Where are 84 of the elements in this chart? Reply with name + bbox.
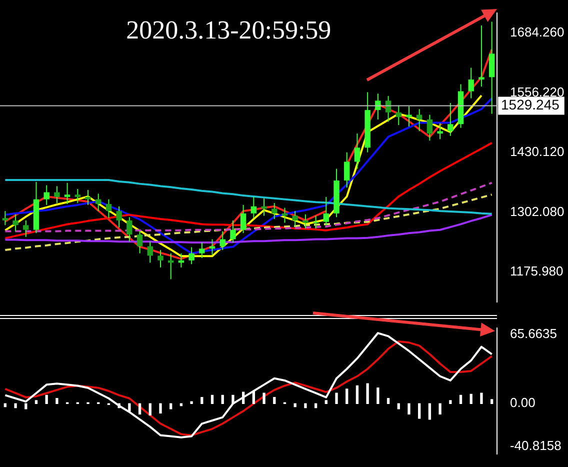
bar xyxy=(490,399,494,404)
bar xyxy=(418,403,421,419)
bar xyxy=(304,403,307,408)
bar xyxy=(14,403,17,408)
bar xyxy=(386,398,390,404)
candlestick xyxy=(199,242,205,259)
candlestick xyxy=(385,95,392,122)
y-tick-label: 1302.080 xyxy=(510,204,564,220)
bar xyxy=(376,388,380,404)
bar xyxy=(221,394,224,404)
y-tick-label: 0.00 xyxy=(510,395,536,410)
candlestick xyxy=(426,114,433,142)
candlestick xyxy=(323,196,330,226)
bar xyxy=(346,388,348,404)
y-tick-label: 1684.260 xyxy=(510,24,564,40)
candlestick xyxy=(96,193,102,212)
bar xyxy=(335,392,338,404)
bar xyxy=(56,398,58,404)
candlestick xyxy=(396,104,402,126)
bar xyxy=(408,403,410,415)
bar xyxy=(232,394,234,404)
bar xyxy=(438,403,442,415)
bar xyxy=(428,403,432,420)
candlestick xyxy=(147,241,153,264)
candlestick xyxy=(282,207,288,224)
candlestick xyxy=(292,210,298,228)
candlestick xyxy=(478,24,484,88)
candlestick xyxy=(44,184,50,206)
candlestick xyxy=(188,246,194,265)
candlestick xyxy=(74,188,81,204)
bar xyxy=(470,394,472,404)
candlestick xyxy=(354,133,360,170)
line-series xyxy=(4,194,493,252)
candlestick xyxy=(54,186,60,204)
bar xyxy=(190,401,193,404)
candlestick xyxy=(12,214,18,232)
candlestick xyxy=(488,21,495,114)
bar xyxy=(210,394,214,404)
chart-title: 2020.3.13-20:59:59 xyxy=(126,16,332,45)
bar xyxy=(138,403,142,415)
candlestick xyxy=(416,108,422,132)
candlestick xyxy=(448,102,454,136)
bar xyxy=(148,403,152,416)
candlestick xyxy=(136,230,143,254)
bar xyxy=(242,392,245,404)
bar xyxy=(128,403,131,412)
y-tick-label: 1430.120 xyxy=(510,144,564,159)
bar xyxy=(34,400,38,404)
bar xyxy=(159,403,162,414)
candlestick xyxy=(312,215,319,229)
candlestick xyxy=(106,198,112,219)
y-tick-label: 65.6635 xyxy=(510,326,557,342)
bar xyxy=(324,400,328,404)
candlestick xyxy=(468,67,474,99)
candlestick xyxy=(240,204,246,234)
candlestick xyxy=(302,214,308,229)
candlestick xyxy=(2,210,8,226)
candlestick xyxy=(85,189,91,206)
candlestick xyxy=(64,182,70,205)
bar xyxy=(449,400,452,404)
bar xyxy=(252,390,256,404)
y-tick-label: -40.8158 xyxy=(510,438,562,454)
candlestick xyxy=(158,250,164,268)
bar xyxy=(45,394,48,404)
candlestick xyxy=(344,152,350,188)
candlestick xyxy=(375,93,381,120)
candlestick xyxy=(220,230,226,251)
bar xyxy=(480,392,483,404)
candlestick xyxy=(126,216,132,242)
y-tick-label: 1175.980 xyxy=(510,263,564,278)
bar xyxy=(459,394,462,404)
candlestick xyxy=(437,122,443,140)
bar xyxy=(356,385,359,404)
candlestick xyxy=(230,220,236,244)
candlestick xyxy=(23,220,29,238)
bar xyxy=(118,403,120,408)
candlestick xyxy=(250,196,257,219)
bar xyxy=(366,383,369,404)
bar xyxy=(273,396,276,404)
candlestick xyxy=(116,206,122,228)
bar xyxy=(200,396,204,404)
bar xyxy=(262,392,266,404)
candlestick xyxy=(272,202,278,220)
candlestick xyxy=(406,106,412,127)
